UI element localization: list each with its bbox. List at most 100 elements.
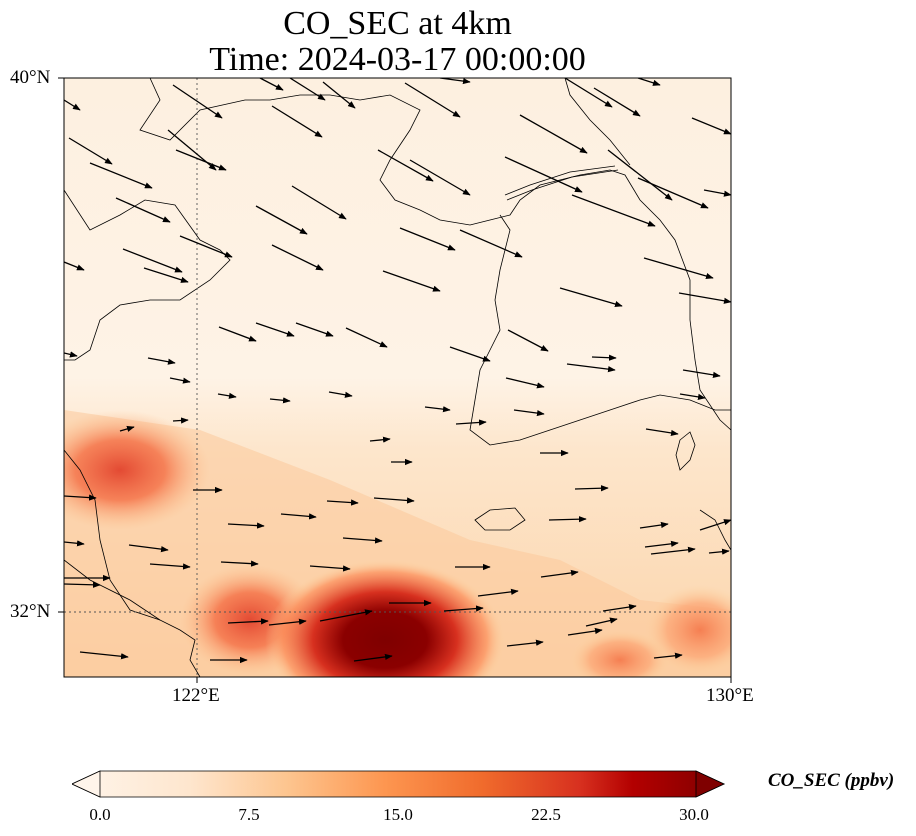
- wind-arrow: [519, 114, 588, 154]
- wind-arrow: [591, 354, 617, 361]
- wind-arrow: [227, 522, 265, 529]
- wind-arrow: [455, 419, 487, 426]
- wind-arrow: [593, 87, 641, 117]
- wind-arrow: [699, 519, 731, 531]
- wind-arrow: [64, 261, 85, 271]
- wind-arrow: [64, 351, 78, 358]
- wind-arrow: [322, 81, 356, 109]
- wind-arrow: [259, 78, 284, 91]
- wind-arrow: [679, 393, 706, 400]
- wind-arrow: [220, 560, 259, 567]
- wind-arrow: [564, 78, 613, 108]
- wind-arrow: [708, 548, 730, 555]
- wind-arrow: [682, 369, 721, 378]
- chart-title: CO_SEC at 4km: [283, 5, 512, 42]
- wind-arrow: [172, 417, 189, 424]
- wind-arrow: [68, 137, 113, 165]
- wind-arrow: [319, 609, 373, 622]
- wind-arrow: [377, 149, 434, 182]
- wind-arrow: [443, 605, 484, 612]
- wind-arrow: [115, 197, 171, 223]
- wind-arrow: [507, 329, 549, 352]
- gridlines: [64, 78, 731, 677]
- wind-arrow: [650, 546, 696, 555]
- wind-arrow: [369, 436, 391, 443]
- wind-arrow: [149, 563, 191, 570]
- wind-arrow: [505, 377, 545, 389]
- wind-arrow: [172, 84, 223, 119]
- wind-arrow: [255, 205, 308, 235]
- wind-arrow: [295, 322, 334, 337]
- wind-arrow: [218, 326, 257, 342]
- colorbar-tick: 15.0: [383, 805, 413, 824]
- wind-arrow: [504, 156, 583, 193]
- wind-arrow: [644, 540, 679, 548]
- wind-arrow: [64, 581, 101, 588]
- lat-label-32: 32°N: [10, 601, 51, 622]
- wind-arrow: [703, 189, 731, 197]
- wind-arrow: [64, 99, 81, 111]
- wind-arrow: [559, 287, 623, 308]
- map-figure: [30, 77, 755, 700]
- wind-arrow: [309, 565, 351, 572]
- wind-arrow: [291, 185, 347, 220]
- wind-arrow: [639, 521, 669, 529]
- wind-arrow: [128, 544, 169, 553]
- wind-arrow: [571, 194, 656, 227]
- wind-arrow: [506, 639, 544, 647]
- wind-arrow: [326, 499, 359, 506]
- chart-subtitle: Time: 2024-03-17 00:00:00: [209, 41, 586, 78]
- wind-arrow: [399, 227, 456, 251]
- coastlines: [64, 78, 731, 677]
- wind-arrow: [459, 229, 523, 258]
- wind-arrow: [217, 392, 237, 399]
- wind-arrow: [269, 397, 291, 404]
- wind-arrow: [567, 627, 603, 636]
- wind-arrow: [143, 267, 189, 283]
- wind-arrow: [409, 159, 471, 196]
- wind-arrow: [89, 162, 153, 189]
- hotspot-main: [265, 560, 505, 677]
- wind-arrow: [64, 494, 97, 501]
- hotspot-southeast: [570, 630, 670, 677]
- colorbar-extend-max: [695, 770, 725, 798]
- colorbar-tick: 30.0: [679, 805, 709, 824]
- lon-label-122: 122°E: [172, 685, 220, 706]
- wind-arrow: [255, 322, 295, 337]
- wind-arrow: [328, 391, 353, 398]
- wind-arrow: [353, 653, 393, 662]
- wind-arrow: [439, 78, 471, 85]
- colorbar-tick: 7.5: [238, 805, 260, 824]
- lon-label-130: 130°E: [706, 685, 754, 706]
- wind-arrow: [175, 149, 227, 171]
- wind-arrow: [289, 78, 326, 101]
- wind-arrow: [268, 618, 307, 626]
- wind-arrow: [653, 652, 683, 659]
- wind-arrow: [382, 270, 441, 292]
- wind-arrow: [566, 363, 616, 373]
- wind-arrow: [691, 117, 731, 135]
- colorbar: [72, 770, 725, 798]
- wind-arrow: [404, 82, 461, 118]
- wind-arrow: [271, 105, 323, 138]
- wind-arrow: [574, 485, 609, 492]
- wind-arrow: [637, 177, 709, 209]
- wind-arrow: [122, 248, 183, 273]
- wind-arrow: [169, 377, 191, 384]
- lat-label-40: 40°N: [10, 67, 51, 88]
- wind-arrow: [678, 292, 731, 304]
- map-area[interactable]: [30, 78, 755, 700]
- wind-arrow: [227, 618, 269, 625]
- wind-arrow: [607, 149, 673, 201]
- wind-arrow: [280, 513, 317, 520]
- axis-ticks: [58, 77, 732, 683]
- wind-arrow: [645, 428, 679, 436]
- wind-arrow: [373, 497, 415, 504]
- wind-arrow: [548, 516, 587, 523]
- colorbar-tick: 0.0: [89, 805, 111, 824]
- map-frame: [63, 77, 732, 678]
- wind-arrow: [79, 651, 129, 660]
- wind-arrow: [271, 244, 324, 271]
- wind-arrow: [424, 406, 451, 413]
- wind-arrow: [179, 235, 233, 258]
